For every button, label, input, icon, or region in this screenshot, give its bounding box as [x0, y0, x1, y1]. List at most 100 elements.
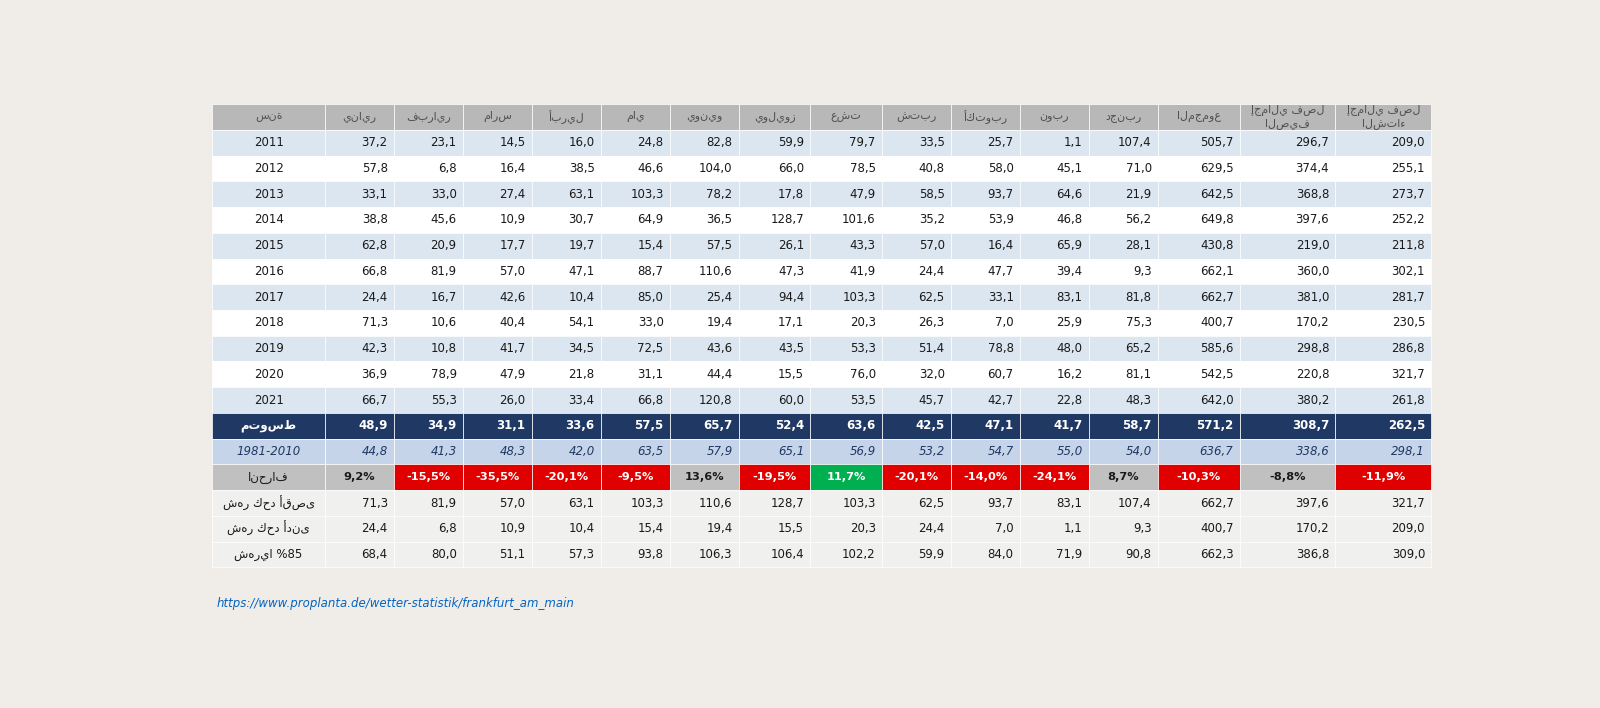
Bar [1336, 413, 1432, 439]
Bar [325, 542, 394, 567]
Text: 93,7: 93,7 [987, 188, 1014, 200]
Text: 71,0: 71,0 [1125, 162, 1152, 175]
Bar [531, 387, 602, 413]
Text: شتبر: شتبر [896, 112, 936, 122]
Bar [810, 233, 882, 258]
Bar [1090, 516, 1158, 542]
Text: 25,7: 25,7 [987, 136, 1014, 149]
Text: 273,7: 273,7 [1392, 188, 1426, 200]
Bar [394, 233, 462, 258]
Text: 63,1: 63,1 [568, 496, 595, 510]
Text: 211,8: 211,8 [1392, 239, 1426, 252]
Bar [531, 516, 602, 542]
Text: 103,3: 103,3 [630, 188, 664, 200]
Bar [1336, 156, 1432, 181]
Text: 107,4: 107,4 [1118, 136, 1152, 149]
Text: 33,1: 33,1 [987, 290, 1014, 304]
Text: 20,3: 20,3 [850, 316, 875, 329]
Text: 32,0: 32,0 [918, 368, 944, 381]
Bar [1090, 310, 1158, 336]
Text: 51,1: 51,1 [499, 548, 526, 561]
Bar [462, 104, 531, 130]
Text: أكتوبر: أكتوبر [963, 110, 1008, 124]
Text: 52,4: 52,4 [774, 419, 805, 433]
Text: 39,4: 39,4 [1056, 265, 1083, 278]
Text: -8,8%: -8,8% [1269, 472, 1306, 482]
Text: 42,7: 42,7 [987, 394, 1014, 406]
Bar [213, 233, 325, 258]
Bar [670, 516, 739, 542]
Bar [739, 464, 810, 490]
Bar [394, 336, 462, 362]
Bar [213, 284, 325, 310]
Bar [1090, 464, 1158, 490]
Text: 24,8: 24,8 [637, 136, 664, 149]
Text: 57,9: 57,9 [706, 445, 733, 458]
Bar [462, 362, 531, 387]
Bar [531, 439, 602, 464]
Bar [739, 156, 810, 181]
Bar [394, 362, 462, 387]
Bar [602, 542, 670, 567]
Text: 360,0: 360,0 [1296, 265, 1330, 278]
Bar [950, 258, 1019, 284]
Bar [1019, 516, 1090, 542]
Bar [670, 310, 739, 336]
Bar [1336, 233, 1432, 258]
Text: 57,0: 57,0 [499, 265, 526, 278]
Text: 47,3: 47,3 [778, 265, 805, 278]
Bar [882, 181, 950, 207]
Bar [394, 542, 462, 567]
Bar [325, 310, 394, 336]
Bar [531, 156, 602, 181]
Text: 65,2: 65,2 [1125, 342, 1152, 355]
Text: 41,3: 41,3 [430, 445, 456, 458]
Text: 128,7: 128,7 [771, 213, 805, 227]
Bar [1240, 233, 1336, 258]
Bar [462, 439, 531, 464]
Text: 75,3: 75,3 [1126, 316, 1152, 329]
Text: 2021: 2021 [254, 394, 283, 406]
Text: 636,7: 636,7 [1200, 445, 1234, 458]
Bar [394, 464, 462, 490]
Text: -35,5%: -35,5% [475, 472, 520, 482]
Text: 220,8: 220,8 [1296, 368, 1330, 381]
Text: 17,1: 17,1 [778, 316, 805, 329]
Bar [394, 516, 462, 542]
Bar [1019, 104, 1090, 130]
Bar [462, 258, 531, 284]
Bar [670, 439, 739, 464]
Bar [739, 310, 810, 336]
Text: 76,0: 76,0 [850, 368, 875, 381]
Text: 7,0: 7,0 [995, 316, 1014, 329]
Text: 15,4: 15,4 [637, 523, 664, 535]
Text: 16,0: 16,0 [568, 136, 595, 149]
Text: عشت: عشت [830, 112, 861, 122]
Bar [394, 104, 462, 130]
Bar [810, 156, 882, 181]
Text: 63,6: 63,6 [846, 419, 875, 433]
Bar [670, 464, 739, 490]
Text: 642,5: 642,5 [1200, 188, 1234, 200]
Bar [670, 207, 739, 233]
Text: 65,9: 65,9 [1056, 239, 1083, 252]
Bar [810, 130, 882, 156]
Text: 37,2: 37,2 [362, 136, 387, 149]
Text: 27,4: 27,4 [499, 188, 526, 200]
Bar [1090, 413, 1158, 439]
Text: 31,1: 31,1 [637, 368, 664, 381]
Text: 20,9: 20,9 [430, 239, 456, 252]
Bar [882, 387, 950, 413]
Bar [1019, 284, 1090, 310]
Bar [213, 362, 325, 387]
Text: 9,2%: 9,2% [344, 472, 374, 482]
Text: 30,7: 30,7 [568, 213, 595, 227]
Text: 505,7: 505,7 [1200, 136, 1234, 149]
Bar [462, 310, 531, 336]
Text: 36,9: 36,9 [362, 368, 387, 381]
Bar [739, 181, 810, 207]
Bar [602, 233, 670, 258]
Bar [213, 207, 325, 233]
Text: 10,4: 10,4 [568, 290, 595, 304]
Text: 34,9: 34,9 [427, 419, 456, 433]
